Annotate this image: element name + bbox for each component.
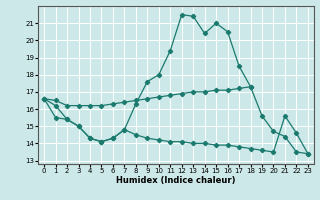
X-axis label: Humidex (Indice chaleur): Humidex (Indice chaleur) [116, 176, 236, 185]
